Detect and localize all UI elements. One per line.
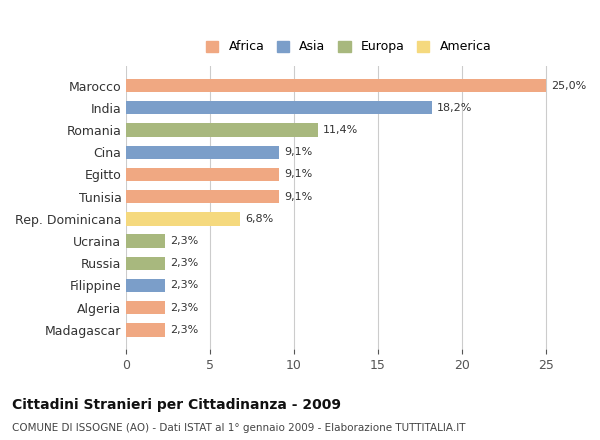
Text: 2,3%: 2,3%	[170, 303, 198, 313]
Text: 18,2%: 18,2%	[437, 103, 472, 113]
Text: COMUNE DI ISSOGNE (AO) - Dati ISTAT al 1° gennaio 2009 - Elaborazione TUTTITALIA: COMUNE DI ISSOGNE (AO) - Dati ISTAT al 1…	[12, 423, 466, 433]
Text: 9,1%: 9,1%	[284, 192, 312, 202]
Bar	[127, 257, 165, 270]
Text: 2,3%: 2,3%	[170, 236, 198, 246]
Bar	[127, 279, 165, 292]
Bar	[127, 301, 165, 314]
Text: 9,1%: 9,1%	[284, 169, 312, 180]
Bar	[127, 323, 165, 337]
Bar	[127, 123, 317, 137]
Legend: Africa, Asia, Europa, America: Africa, Asia, Europa, America	[201, 35, 496, 59]
Text: 6,8%: 6,8%	[245, 214, 274, 224]
Text: 11,4%: 11,4%	[323, 125, 358, 135]
Bar	[127, 235, 165, 248]
Bar	[127, 212, 241, 226]
Text: 2,3%: 2,3%	[170, 280, 198, 290]
Bar	[127, 79, 545, 92]
Text: 9,1%: 9,1%	[284, 147, 312, 157]
Text: 25,0%: 25,0%	[551, 81, 586, 91]
Bar	[127, 101, 431, 114]
Bar	[127, 190, 279, 203]
Text: 2,3%: 2,3%	[170, 325, 198, 335]
Bar	[127, 146, 279, 159]
Text: Cittadini Stranieri per Cittadinanza - 2009: Cittadini Stranieri per Cittadinanza - 2…	[12, 398, 341, 412]
Text: 2,3%: 2,3%	[170, 258, 198, 268]
Bar	[127, 168, 279, 181]
